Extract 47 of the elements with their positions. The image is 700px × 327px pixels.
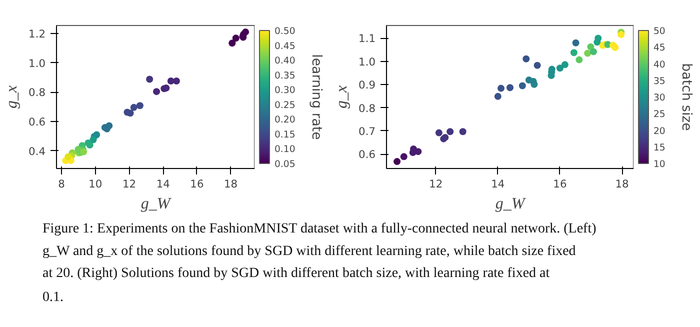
color-bar-label: 25 bbox=[654, 109, 666, 120]
x-tick-label: 12 bbox=[429, 178, 443, 190]
x-tick-label: 18 bbox=[224, 178, 238, 190]
y-tick-label: 0.6 bbox=[358, 148, 376, 162]
y-tick-label: 0.7 bbox=[358, 124, 376, 138]
color-bar-label: 0.30 bbox=[274, 85, 296, 96]
color-bar-label: 10 bbox=[654, 159, 666, 170]
x-axis-title: g_W bbox=[140, 196, 172, 212]
x-tick-label: 10 bbox=[88, 178, 102, 190]
y-axis-title: g_x bbox=[4, 85, 21, 109]
y-tick-label: 0.9 bbox=[358, 78, 376, 92]
y-tick-label: 0.8 bbox=[28, 86, 46, 100]
color-bar-label: 45 bbox=[654, 42, 666, 54]
x-tick-label: 16 bbox=[190, 178, 204, 190]
color-bar-label: 30 bbox=[654, 92, 666, 104]
x-axis-title: g_W bbox=[495, 196, 526, 212]
color-bar-label: 35 bbox=[654, 76, 666, 87]
color-bar-label: 20 bbox=[654, 126, 666, 137]
color-bar-title: learning rate bbox=[308, 54, 324, 140]
color-bar-label: 50 bbox=[654, 26, 666, 37]
color-bar-label: 0.50 bbox=[274, 26, 296, 37]
x-tick-label: 8 bbox=[58, 178, 66, 190]
y-tick-label: 1.2 bbox=[28, 27, 46, 40]
color-bar-title: batch size bbox=[678, 63, 694, 131]
color-bar-label: 0.15 bbox=[274, 129, 296, 140]
x-tick-label: 12 bbox=[122, 178, 136, 190]
color-bar-label: 40 bbox=[654, 59, 666, 70]
color-bar-label: 0.05 bbox=[274, 159, 296, 170]
y-tick-label: 1.0 bbox=[28, 56, 46, 70]
y-tick-label: 0.4 bbox=[28, 144, 46, 158]
color-bar-label: 0.10 bbox=[274, 144, 296, 156]
x-tick-label: 14 bbox=[491, 178, 505, 190]
x-tick-label: 16 bbox=[553, 178, 567, 190]
color-bar-label: 0.45 bbox=[274, 40, 296, 52]
color-bar-label: 0.25 bbox=[274, 100, 296, 111]
color-bar-label: 0.20 bbox=[274, 114, 296, 126]
x-tick-label: 18 bbox=[615, 178, 630, 190]
color-bar-label: 0.35 bbox=[274, 70, 296, 82]
y-tick-label: 0.8 bbox=[358, 102, 376, 115]
x-tick-label: 14 bbox=[156, 178, 170, 190]
color-bar-label: 0.40 bbox=[274, 56, 296, 67]
y-tick-label: 1.1 bbox=[358, 32, 376, 46]
y-axis-title: g_x bbox=[334, 85, 351, 109]
caption: Figure 1: Experiments on the FashionMNIST dataset with a fully-connected neural network. (Left) g_W and g_x of the solutions found by SGD with different learning rate, while batch size fixed at 20. (Right) Solutions found by SGD with different batch size, with learning rate fixed at 0.1. bbox=[42, 221, 597, 306]
y-tick-label: 1.0 bbox=[358, 55, 376, 68]
y-tick-label: 0.6 bbox=[28, 116, 46, 129]
color-bar-label: 15 bbox=[654, 142, 666, 154]
